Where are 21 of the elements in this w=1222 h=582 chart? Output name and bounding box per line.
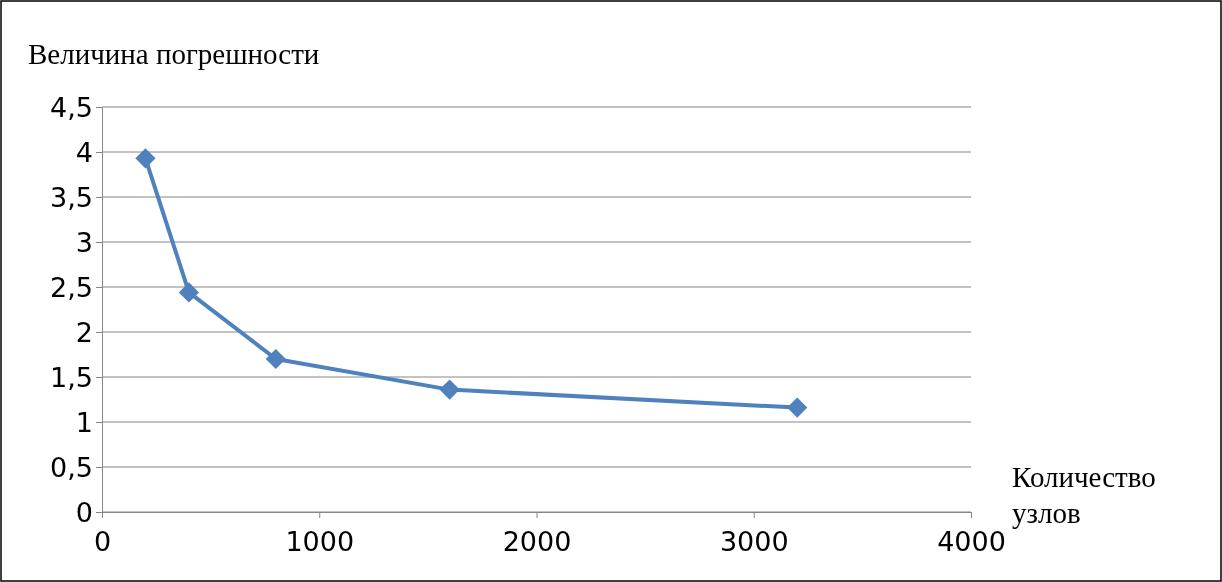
y-tick-label: 0 [75, 496, 93, 528]
point [439, 379, 460, 400]
x-tick-label: 2000 [502, 526, 572, 558]
x-axis-title: Количество узлов [1012, 461, 1156, 529]
y-tick-label: 3,5 [50, 181, 93, 213]
x-tick-label: 3000 [719, 526, 789, 558]
y-axis-title: Величина погрешности [28, 38, 320, 70]
point [178, 282, 199, 303]
y-tick-label: 4 [75, 136, 93, 168]
point [787, 397, 808, 418]
y-tick-label: 1 [75, 406, 93, 438]
y-tick-label: 4,5 [50, 91, 93, 123]
y-tick-label: 1,5 [50, 361, 93, 393]
y-tick-label: 3 [75, 226, 93, 258]
y-tick-label: 0,5 [50, 451, 93, 483]
x-tick-label: 4000 [937, 526, 1006, 558]
point [265, 348, 286, 370]
y-tick-label: 2,5 [50, 271, 93, 303]
y-tick-label: 2 [75, 316, 93, 348]
point [135, 148, 156, 169]
x-tick-label: 1000 [285, 526, 355, 558]
